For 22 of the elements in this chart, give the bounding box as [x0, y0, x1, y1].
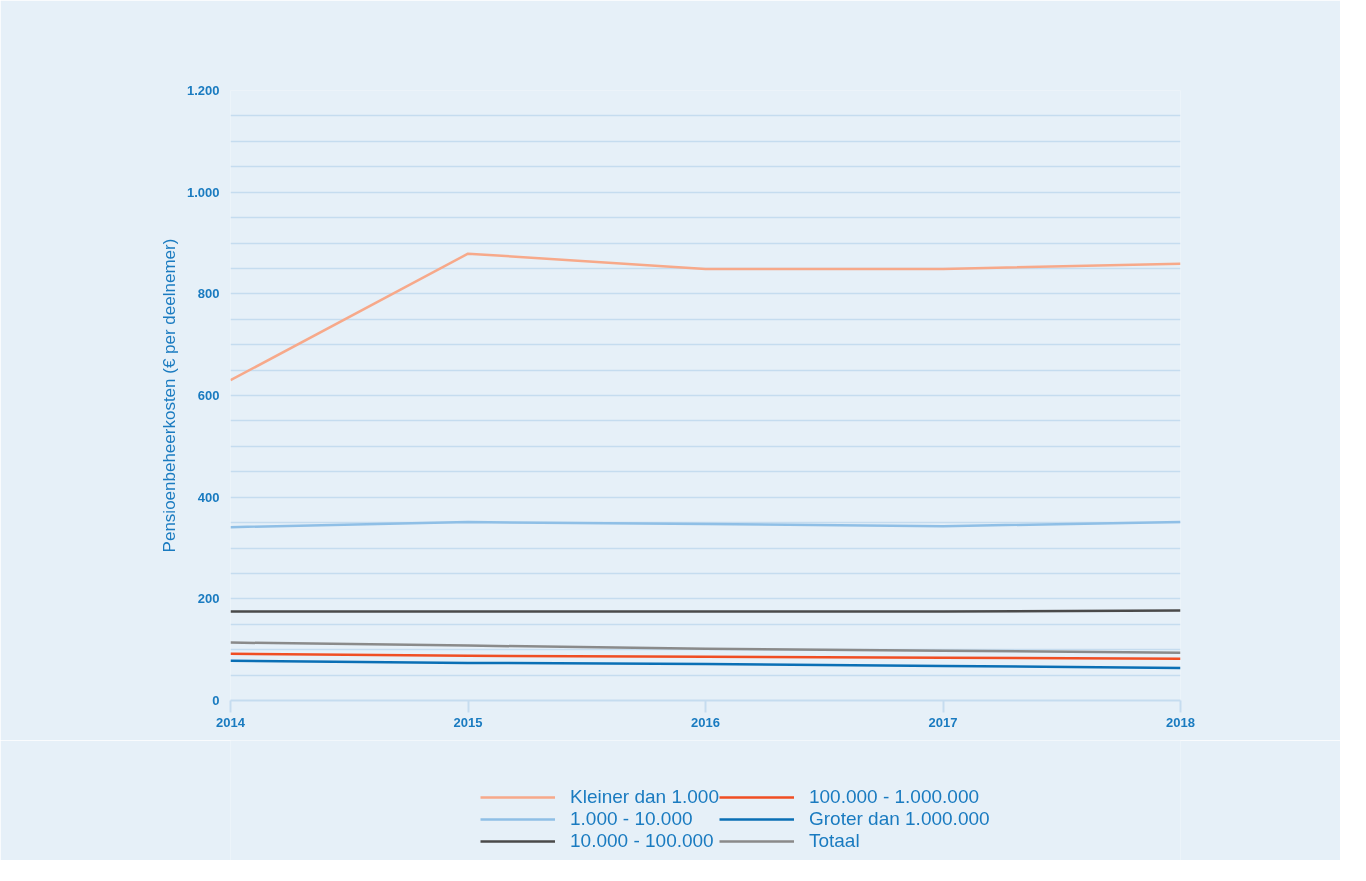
y-tick-label: 200	[197, 591, 220, 607]
y-tick-label: 0	[212, 693, 220, 708]
legend-label: Kleiner dan 1.000	[570, 786, 719, 808]
legend-label: 100.000 - 1.000.000	[808, 786, 980, 808]
y-tick-label: 1.200	[186, 83, 220, 98]
y-tick-label: 800	[197, 286, 220, 302]
legend-label: 1.000 - 10.000	[570, 808, 693, 830]
line-series	[230, 641, 1181, 654]
x-tick-label: 2014	[216, 714, 246, 730]
x-tick-label: 2018	[1166, 714, 1195, 730]
legend-label: Totaal	[808, 830, 860, 852]
x-tick-label: 2016	[691, 714, 720, 730]
line-series	[230, 252, 1181, 382]
y-axis-title: Pensioenbeheerkosten (€ per deelnemer)	[159, 238, 179, 553]
y-tick-label: 600	[197, 388, 220, 403]
legend-label: 10.000 - 100.000	[570, 830, 714, 852]
line-series	[230, 659, 1181, 670]
legend-label: Groter dan 1.000.000	[808, 808, 990, 830]
x-tick-label: 2017	[928, 714, 958, 730]
x-tick-label: 2015	[453, 714, 483, 730]
y-tick-label: 1.000	[186, 184, 220, 200]
y-tick-label: 400	[197, 489, 220, 505]
